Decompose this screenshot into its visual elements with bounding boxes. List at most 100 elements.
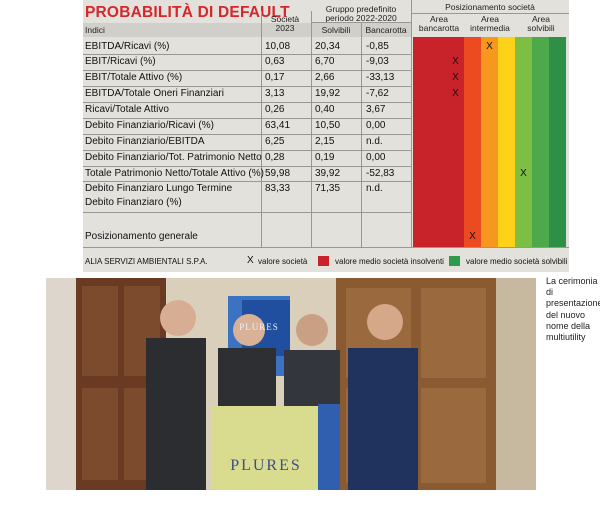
row-value-solvibili: 2,66 bbox=[315, 72, 335, 83]
header-societa: Società 2023 bbox=[262, 15, 308, 33]
header-societa-line1: Società bbox=[270, 14, 300, 24]
row-divider bbox=[83, 102, 411, 103]
row-value-bancarotta: 0,00 bbox=[366, 152, 386, 163]
row-divider bbox=[83, 166, 411, 167]
row-divider bbox=[83, 118, 411, 119]
row-label: EBITDA/Ricavi (%) bbox=[85, 41, 170, 52]
row-mark: X bbox=[486, 41, 493, 52]
row-value-societa: 0,63 bbox=[265, 56, 285, 67]
row-label: Debito Finanziario/Ricavi (%) bbox=[85, 120, 214, 131]
row-value-bancarotta: -0,85 bbox=[366, 41, 389, 52]
strip-5 bbox=[481, 37, 498, 247]
header-area-bancarotta-line2: bancarotta bbox=[418, 23, 460, 33]
row-value-solvibili: 20,34 bbox=[315, 41, 341, 52]
header-area-solvibili-line1: Area bbox=[532, 14, 550, 24]
table-bottom-line bbox=[83, 247, 569, 248]
row-label: EBIT/Totale Attivo (%) bbox=[85, 72, 183, 83]
legend-green-label: valore medio società solvibili bbox=[466, 257, 568, 266]
header-posizionamento: Posizionamento società bbox=[445, 2, 535, 12]
col-divider-1 bbox=[261, 11, 262, 247]
row-value-solvibili: 19,92 bbox=[315, 88, 341, 99]
row-mark: X bbox=[452, 56, 459, 67]
row-divider bbox=[83, 150, 411, 151]
row-value-bancarotta: 0,00 bbox=[366, 120, 386, 131]
photo-caption: La cerimonia di presentazione del nuovo … bbox=[546, 276, 600, 343]
row-divider bbox=[83, 54, 411, 55]
row-value-solvibili: 39,92 bbox=[315, 168, 341, 179]
row-value-societa: 0,28 bbox=[265, 152, 285, 163]
row-value-solvibili: 2,15 bbox=[315, 136, 335, 147]
row-value-societa: 63,41 bbox=[265, 120, 291, 131]
row-mark: X bbox=[452, 72, 459, 83]
row-divider bbox=[83, 86, 411, 87]
legend-x-symbol: X bbox=[247, 255, 254, 266]
strip-1 bbox=[413, 37, 430, 247]
header-gruppo-line1: Gruppo predefinito bbox=[325, 4, 397, 14]
posizionamento-subline bbox=[412, 13, 569, 14]
legend-red-label: valore medio società insolventi bbox=[335, 257, 444, 266]
strip-2 bbox=[430, 37, 447, 247]
plures-banner-text: PLURES bbox=[239, 322, 279, 332]
row-value-bancarotta: n.d. bbox=[366, 136, 383, 147]
header-area-intermedia-line1: Area bbox=[481, 14, 499, 24]
row-value-societa: 3,13 bbox=[265, 88, 285, 99]
plures-sign-text: PLURES bbox=[230, 457, 302, 474]
row-label: Debito Finanziario/Tot. Patrimonio Netto bbox=[85, 152, 262, 163]
row-label: Debito Finanziario/EBITDA bbox=[85, 136, 205, 147]
row-value-bancarotta: -9,03 bbox=[366, 56, 389, 67]
row-value-bancarotta: -33,13 bbox=[366, 72, 395, 83]
row-label: Debito Finanziaro Lungo Termine bbox=[85, 183, 233, 194]
row-value-solvibili: 10,50 bbox=[315, 120, 341, 131]
col-divider-2 bbox=[311, 11, 312, 247]
row-value-societa: 59,98 bbox=[265, 168, 291, 179]
row-value-societa: 6,25 bbox=[265, 136, 285, 147]
header-societa-line2: 2023 bbox=[275, 23, 295, 33]
row-value-bancarotta: n.d. bbox=[366, 183, 383, 194]
strip-6 bbox=[498, 37, 515, 247]
row-value-societa: 83,33 bbox=[265, 183, 291, 194]
header-gruppo-line2: periodo 2022-2020 bbox=[325, 13, 397, 23]
row-value-societa: 10,08 bbox=[265, 41, 291, 52]
legend-green-swatch bbox=[449, 256, 460, 266]
col-divider-3 bbox=[361, 23, 362, 247]
strip-8 bbox=[532, 37, 549, 247]
legend-x-label: valore società bbox=[258, 257, 308, 266]
footer-company: ALIA SERVIZI AMBIENTALI S.P.A. bbox=[85, 257, 208, 266]
row-value-solvibili: 0,40 bbox=[315, 104, 335, 115]
strip-4 bbox=[464, 37, 481, 247]
header-band bbox=[83, 23, 411, 37]
infographic-title: PROBABILITÀ DI DEFAULT bbox=[85, 4, 290, 21]
ceremony-photo: PLURES PLURES bbox=[46, 278, 536, 490]
row-value-bancarotta: -7,62 bbox=[366, 88, 389, 99]
row-value-bancarotta: 3,67 bbox=[366, 104, 386, 115]
header-area-intermedia-line2: intermedia bbox=[470, 23, 510, 33]
row-value-societa: 0,26 bbox=[265, 104, 285, 115]
row-label: Ricavi/Totale Attivo bbox=[85, 104, 169, 115]
legend-red-swatch bbox=[318, 256, 329, 266]
row-label: EBIT/Ricavi (%) bbox=[85, 56, 156, 67]
row-value-bancarotta: -52,83 bbox=[366, 168, 395, 179]
overall-label: Posizionamento generale bbox=[85, 231, 198, 242]
col-divider-4 bbox=[411, 0, 412, 247]
row-label-line2: Debito Finanziaro (%) bbox=[85, 197, 182, 208]
row-divider bbox=[83, 70, 411, 71]
row-mark: X bbox=[520, 168, 527, 179]
row-value-solvibili: 71,35 bbox=[315, 183, 341, 194]
header-indici: Indici bbox=[85, 25, 105, 35]
strip-9 bbox=[549, 37, 566, 247]
row-value-solvibili: 6,70 bbox=[315, 56, 335, 67]
strip-3 bbox=[447, 37, 464, 247]
header-area-solvibili: Area solvibili bbox=[516, 15, 566, 33]
row-value-solvibili: 0,19 bbox=[315, 152, 335, 163]
header-area-bancarotta: Area bancarotta bbox=[414, 15, 464, 33]
header-bancarotta: Bancarotta bbox=[365, 25, 407, 35]
header-area-intermedia: Area intermedia bbox=[465, 15, 515, 33]
row-value-societa: 0,17 bbox=[265, 72, 285, 83]
row-divider bbox=[83, 181, 411, 182]
row-label: Totale Patrimonio Netto/Totale Attivo (%… bbox=[85, 168, 264, 179]
overall-mark: X bbox=[469, 231, 476, 242]
row-divider bbox=[83, 134, 411, 135]
header-subline bbox=[312, 22, 411, 23]
overall-divider bbox=[83, 212, 411, 213]
header-area-solvibili-line2: solvibili bbox=[527, 23, 555, 33]
